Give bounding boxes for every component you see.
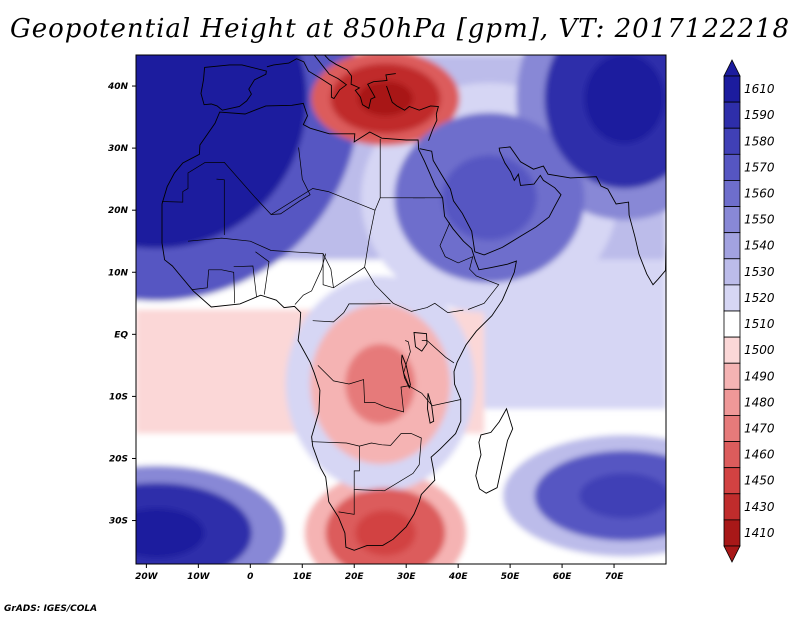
x-tick-label-3: 10E xyxy=(293,572,313,582)
country-border-15 xyxy=(294,253,327,305)
country-border-12 xyxy=(192,269,236,304)
high-atlantic-north-core xyxy=(136,55,232,174)
x-tick-label-7: 50E xyxy=(501,572,521,582)
x-tick-label-0: 20W xyxy=(135,572,159,582)
colorbar-swatch-13 xyxy=(723,415,741,442)
x-tick-label-5: 30E xyxy=(397,572,417,582)
colorbar-label-13: 1470 xyxy=(744,422,775,436)
country-border-9 xyxy=(271,147,311,215)
country-border-14 xyxy=(255,251,270,295)
colorbar-label-9: 1510 xyxy=(744,317,775,331)
coastline-iberia xyxy=(200,64,267,111)
colorbar-label-14: 1460 xyxy=(744,448,775,462)
country-border-11 xyxy=(216,178,225,235)
colorbar-swatch-15 xyxy=(723,467,741,495)
coastline-madagascar xyxy=(475,407,514,494)
coastline-africa xyxy=(161,102,517,551)
y-tick-label-3: 10N xyxy=(108,268,129,278)
colorbar-swatch-11 xyxy=(723,362,741,390)
chart-title: Geopotential Height at 850hPa [gpm], VT:… xyxy=(9,14,791,44)
chart-svg: 20W 10W 0 10E 20E 30E 40E 50E 60E 70E 40N 30N 20N 10… xyxy=(107,54,775,582)
y-tick-label-2: 20N xyxy=(108,206,129,216)
country-border-5 xyxy=(338,489,355,515)
country-border-8 xyxy=(439,222,500,310)
plot-frame xyxy=(135,54,667,565)
y-tick-label-5: 10S xyxy=(109,392,128,402)
colorbar-swatch-4 xyxy=(723,180,741,207)
colorbar-label-7: 1530 xyxy=(744,265,775,279)
country-border-16 xyxy=(322,253,334,288)
colorbar-swatch-8 xyxy=(723,284,741,312)
high-arabia-core xyxy=(441,155,537,241)
colorbar-label-10: 1500 xyxy=(744,343,775,357)
high-south-atlantic-core xyxy=(136,507,205,558)
country-border-13 xyxy=(233,265,257,297)
colorbar-swatch-17 xyxy=(723,519,741,547)
high-iran-core xyxy=(584,55,665,144)
country-border-10 xyxy=(161,162,206,203)
colorbar-label-17: 1410 xyxy=(744,526,775,540)
x-tick-label-8: 60E xyxy=(553,572,573,582)
lake-2 xyxy=(427,393,435,424)
y-tick-label-1: 30N xyxy=(108,144,129,154)
colorbar-swatch-16 xyxy=(723,493,741,521)
colorbar-label-3: 1570 xyxy=(744,160,775,174)
colorbar-swatch-3 xyxy=(723,153,741,181)
colorbar-label-5: 1550 xyxy=(744,213,775,227)
colorbar-swatch-10 xyxy=(723,336,741,364)
colorbar-swatch-6 xyxy=(723,232,741,260)
colorbar-swatch-14 xyxy=(723,441,741,469)
colorbar-swatch-2 xyxy=(723,127,741,155)
x-tick-label-1: 10W xyxy=(187,572,211,582)
y-tick-label-6: 20S xyxy=(109,454,128,464)
country-border-7 xyxy=(421,340,455,364)
x-tick-label-9: 70E xyxy=(605,572,625,582)
coastline-turkey xyxy=(386,85,439,141)
y-tick-label-7: 30S xyxy=(109,517,128,527)
country-border-0 xyxy=(205,138,381,215)
country-border-6 xyxy=(403,340,411,387)
x-tick-label-2: 0 xyxy=(247,572,253,582)
country-border-3 xyxy=(317,365,461,413)
colorbar-swatch-12 xyxy=(723,388,741,416)
x-tick-label-4: 20E xyxy=(345,572,365,582)
coastline-balkans xyxy=(323,55,396,110)
colorbar-arrow-top xyxy=(723,59,741,77)
colorbar-label-0: 1610 xyxy=(744,82,775,96)
colorbar-label-11: 1490 xyxy=(744,369,775,383)
country-border-2 xyxy=(312,302,391,323)
colorbar-label-2: 1580 xyxy=(744,134,775,148)
colorbar-swatch-9 xyxy=(723,310,741,338)
trough-central-africa-core xyxy=(345,343,416,424)
colorbar-label-1: 1590 xyxy=(744,108,775,122)
lake-0 xyxy=(413,331,428,352)
colorbar-swatch-7 xyxy=(723,258,741,286)
high-south-indian-core xyxy=(579,473,666,519)
colorbar-swatch-1 xyxy=(723,101,741,129)
colorbar-swatch-5 xyxy=(723,206,741,234)
colorbar-label-15: 1450 xyxy=(744,474,775,488)
coastline-arabia xyxy=(419,146,666,286)
colorbar-label-6: 1540 xyxy=(744,239,775,253)
grads-credit: GrADS: IGES/COLA xyxy=(4,604,98,614)
y-tick-label-4: EQ xyxy=(114,330,128,340)
colorbar-arrow-bottom xyxy=(723,545,741,563)
colorbar-swatch-0 xyxy=(723,75,741,103)
low-southern-africa-core xyxy=(355,510,416,556)
country-border-1 xyxy=(187,237,464,313)
colorbar-label-4: 1560 xyxy=(744,187,775,201)
colorbar-label-8: 1520 xyxy=(744,291,775,305)
x-tick-label-6: 40E xyxy=(448,572,469,582)
coastline-italy xyxy=(266,55,348,100)
country-border-4 xyxy=(311,433,422,492)
lake-1 xyxy=(401,354,411,389)
colorbar-label-12: 1480 xyxy=(744,395,775,409)
y-tick-label-0: 40N xyxy=(107,82,129,92)
country-border-17 xyxy=(364,210,376,268)
colorbar-label-16: 1430 xyxy=(744,500,775,514)
